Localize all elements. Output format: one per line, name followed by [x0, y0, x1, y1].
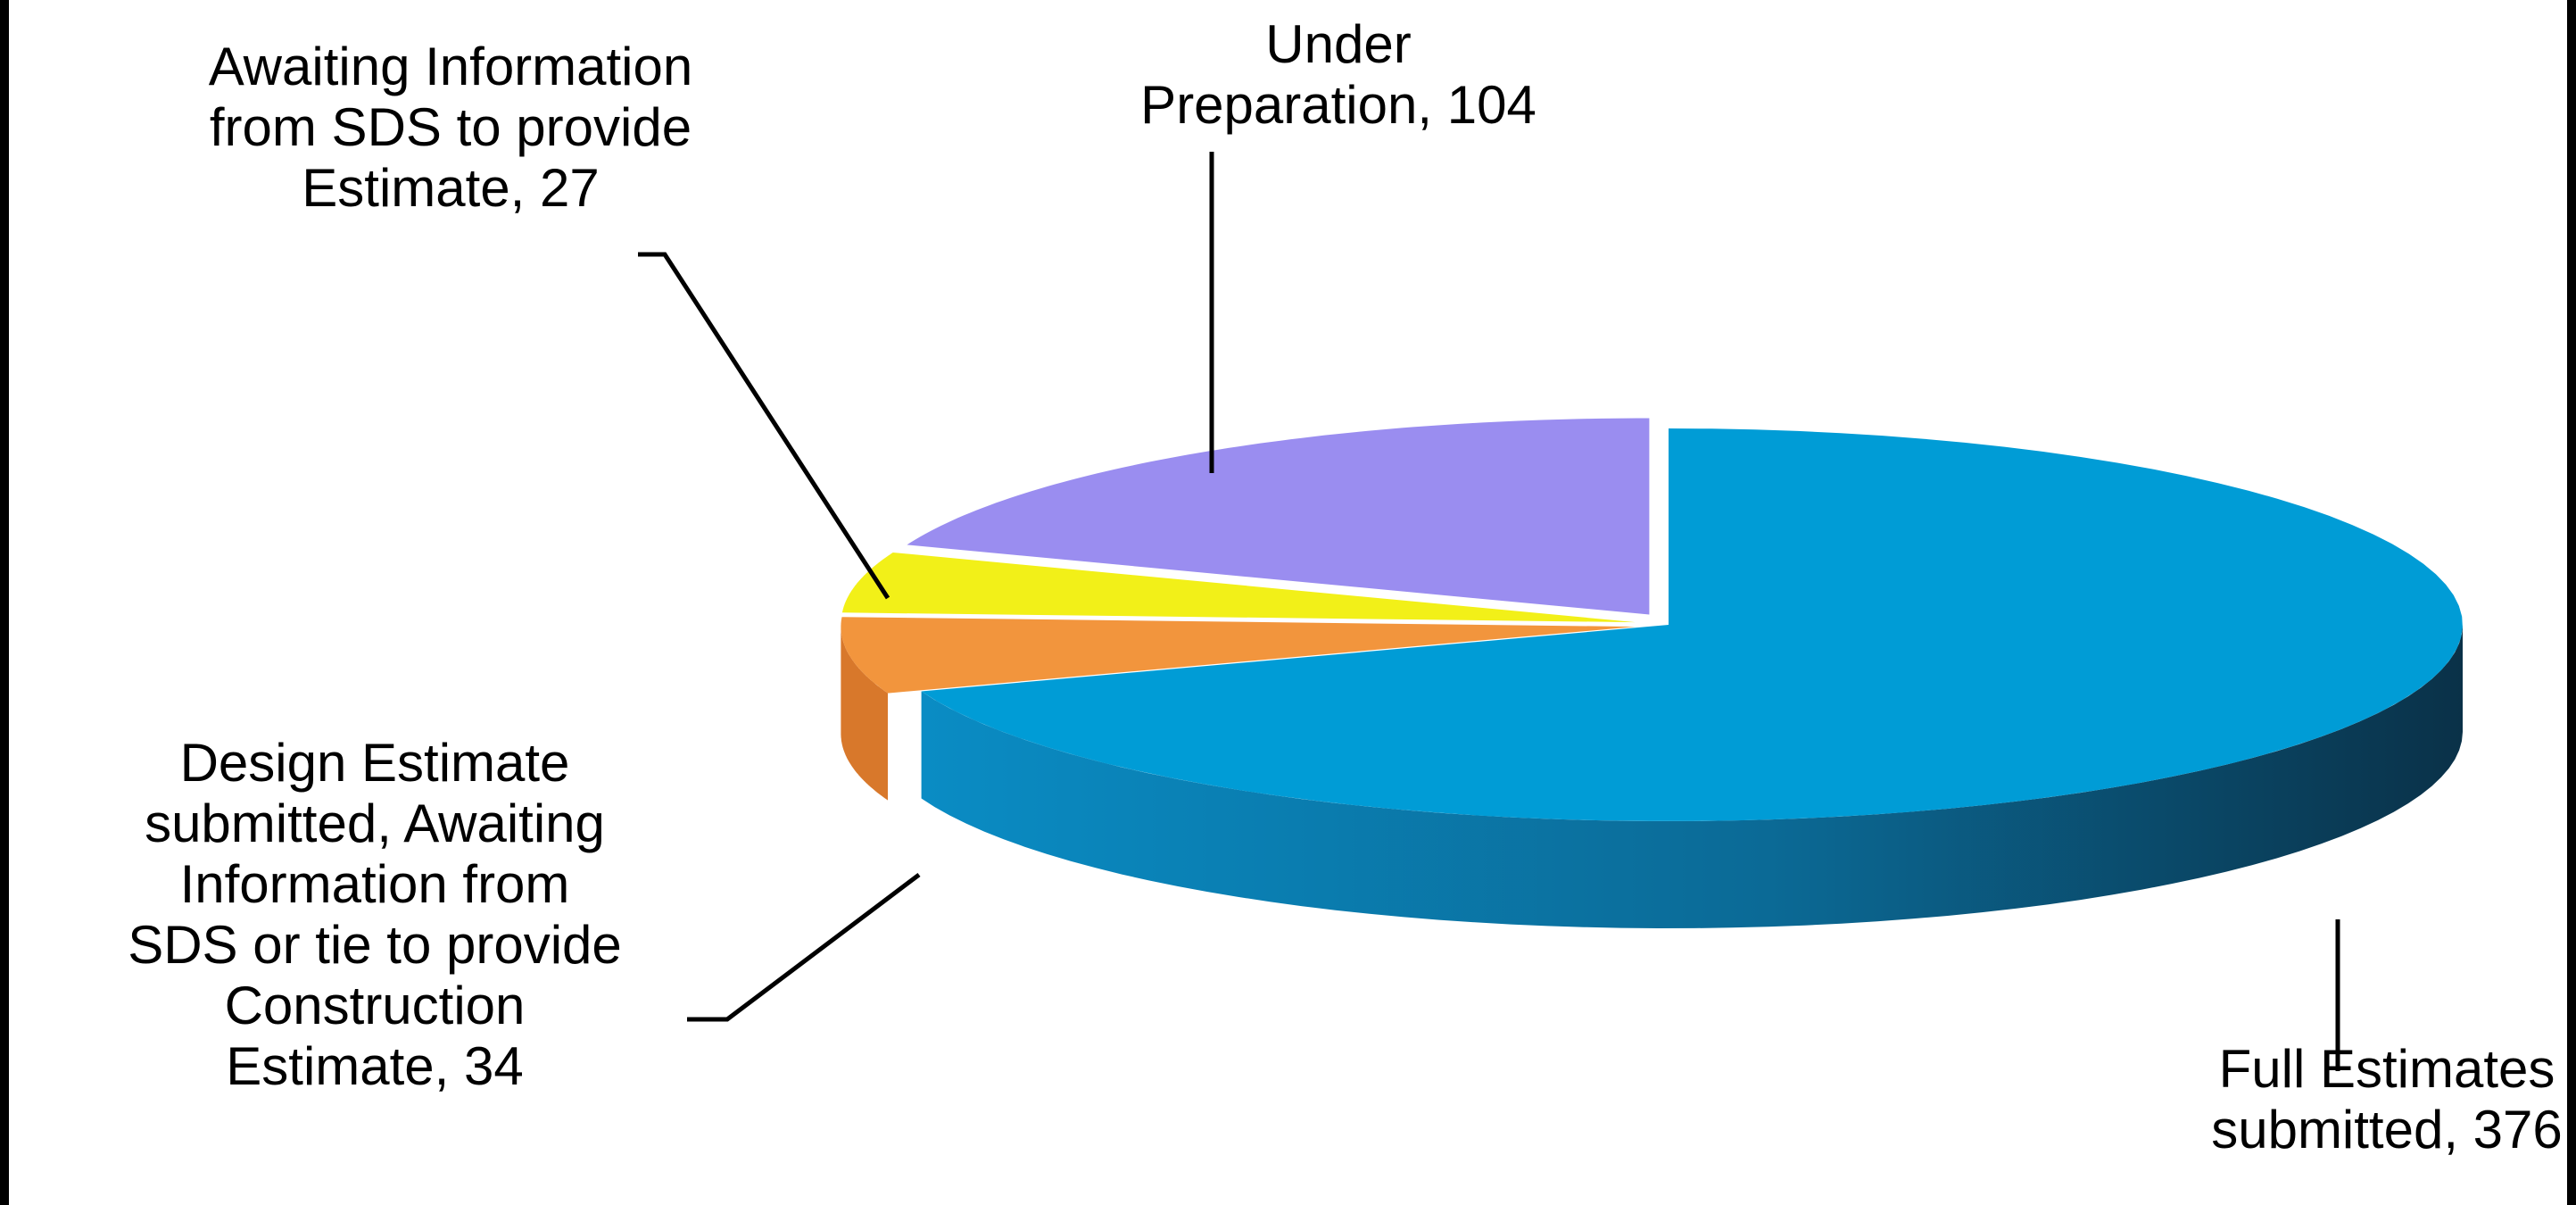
slice-label-3-line: from SDS to provide: [210, 97, 692, 157]
slice-label-3-line: Awaiting Information: [209, 37, 693, 96]
leader-line-3: [638, 252, 890, 600]
slice-label-2-line: Design Estimate: [180, 733, 570, 793]
slice-label-4-line: Preparation, 104: [1140, 75, 1536, 135]
slice-label-2-line: Information from: [180, 854, 570, 914]
pie-slice-4: [907, 418, 1650, 615]
slice-label-4: Under Preparation, 104: [1140, 14, 1536, 135]
slice-label-2-line: Construction: [225, 976, 526, 1035]
slice-label-2-line: Estimate, 34: [226, 1036, 524, 1096]
slice-label-1-line: Full Estimates: [2219, 1039, 2555, 1099]
slice-label-1-line: submitted, 376: [2211, 1100, 2563, 1159]
slice-label-3-line: Estimate, 27: [302, 158, 600, 218]
slice-label-2-line: submitted, Awaiting: [145, 794, 605, 853]
slice-label-4-line: Under: [1265, 14, 1411, 74]
slice-label-2-line: SDS or tie to provide: [128, 915, 622, 975]
slice-label-1: Full Estimates submitted, 376: [2211, 1039, 2563, 1159]
pie-slice-side-2: [841, 627, 888, 801]
pie-chart: Full Estimates submitted, 376 Design Estim…: [128, 14, 2563, 1159]
pie-slice-2: [841, 617, 1636, 694]
slice-label-3: Awaiting Information from SDS to provide E…: [209, 37, 693, 218]
pie-slice-1: [921, 428, 2463, 821]
slice-label-2: Design Estimate submitted, Awaiting Inform…: [128, 733, 622, 1096]
leader-line-2: [687, 873, 921, 1022]
pie-slice-side-1: [921, 625, 2463, 928]
pie-slice-3: [841, 553, 1636, 623]
